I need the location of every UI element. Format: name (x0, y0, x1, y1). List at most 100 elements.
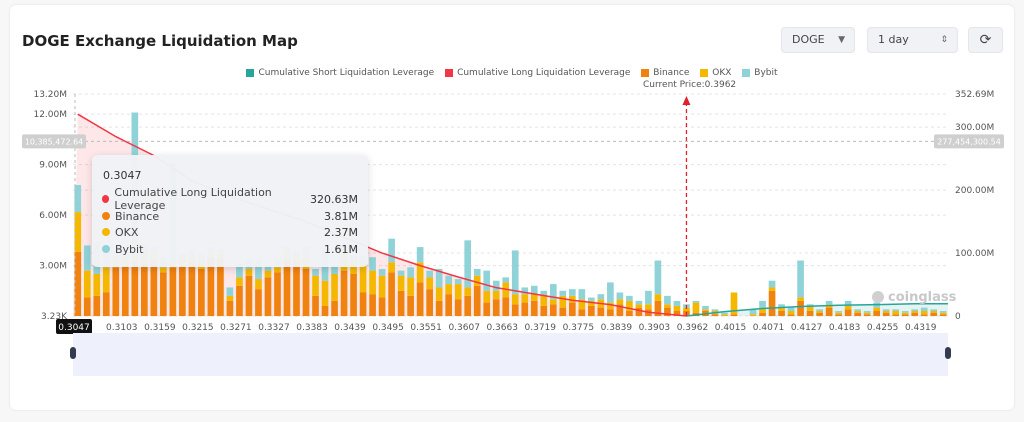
legend-bybit[interactable]: Bybit (742, 68, 778, 78)
bar-bybit (702, 305, 709, 310)
bar-okx (730, 292, 738, 315)
bar-okx (264, 270, 272, 278)
legend-binance[interactable]: Binance (641, 68, 689, 78)
coinglass-logo-icon (872, 291, 884, 303)
bar-bybit (654, 260, 662, 295)
legend-label: Binance (653, 68, 690, 78)
bar-binance (635, 307, 643, 317)
bar-bybit (664, 295, 671, 305)
bar-okx (454, 284, 462, 300)
bar-okx (416, 262, 424, 283)
x-axis-tick: 0.3327 (258, 323, 290, 333)
tooltip-row: Cumulative Long Liquidation Leverage 320.… (102, 186, 358, 212)
zoom-handle-right[interactable] (945, 347, 951, 359)
bar-binance (302, 268, 310, 317)
bar-bybit (768, 280, 776, 288)
bar-bybit (645, 290, 652, 305)
watermark: coinglass (888, 290, 957, 305)
x-axis-tick: 0.3607 (448, 323, 480, 333)
bar-bybit (331, 265, 338, 274)
bar-binance (521, 302, 529, 317)
tooltip-row: Bybit 1.61M (102, 241, 358, 257)
x-axis-tick: 0.3103 (106, 323, 138, 333)
bar-binance (759, 312, 766, 317)
bar-bybit (540, 290, 548, 296)
bar-binance (255, 289, 262, 317)
right-axis-tick: 100.00M (955, 249, 994, 259)
bar-okx (445, 284, 453, 295)
bar-bybit (721, 312, 728, 315)
x-axis-tick: 0.4015 (715, 323, 747, 333)
bar-binance (473, 285, 481, 317)
legend-label: Bybit (754, 68, 778, 78)
bar-okx (787, 311, 795, 315)
bar-bybit (711, 309, 719, 312)
bar-okx (492, 290, 500, 300)
x-axis-tick: 0.3383 (296, 323, 328, 333)
refresh-button[interactable]: ⟳ (968, 27, 1003, 53)
bar-bybit (454, 279, 462, 285)
bar-binance (768, 290, 776, 317)
up-down-chevron-icon: ⇕ (940, 35, 948, 45)
coin-select-value: DOGE (792, 33, 825, 46)
x-axis-tick: 0.4319 (905, 323, 937, 333)
bar-binance (901, 314, 909, 317)
bar-binance (426, 289, 433, 317)
bar-binance (236, 285, 243, 317)
x-axis-tick: 0.4071 (753, 323, 785, 333)
tooltip-value: 3.81M (324, 209, 358, 223)
tooltip-label: OKX (115, 225, 139, 239)
bar-binance (160, 272, 167, 317)
zoom-handle-left[interactable] (70, 347, 76, 359)
bar-binance (873, 311, 880, 317)
bar-bybit (492, 280, 500, 291)
bar-bybit (816, 309, 823, 312)
bar-binance (378, 297, 386, 317)
bar-binance (483, 302, 491, 317)
bar-okx (274, 267, 281, 273)
bar-bybit (255, 260, 262, 280)
bar-okx (626, 300, 633, 312)
bar-binance (930, 312, 938, 317)
coin-select[interactable]: DOGE ▼ (781, 27, 855, 53)
bar-bybit (759, 300, 766, 308)
bar-okx (930, 311, 938, 313)
legend-swatch (445, 69, 454, 77)
bar-binance (806, 311, 814, 317)
legend-label: Cumulative Short Liquidation Leverage (258, 68, 435, 78)
dot-icon (102, 212, 110, 220)
bar-okx (255, 279, 262, 290)
crosshair-left-label: 10,385,472.64 (25, 137, 84, 146)
range-select[interactable]: 1 day ⇕ (867, 27, 958, 53)
bar-bybit (749, 309, 757, 315)
legend-swatch (700, 69, 709, 77)
bar-binance (540, 305, 548, 317)
bar-bybit (844, 300, 852, 306)
bar-okx (473, 275, 481, 286)
bar-binance (321, 305, 329, 317)
x-axis-tick: 0.4255 (867, 323, 899, 333)
legend-short[interactable]: Cumulative Short Liquidation Leverage (246, 68, 434, 78)
tooltip-row: Binance 3.81M (102, 208, 358, 224)
bar-okx (540, 295, 548, 306)
bar-okx (863, 312, 871, 315)
bar-bybit (778, 304, 785, 308)
caret-down-icon: ▼ (838, 35, 845, 45)
bar-bybit (369, 257, 376, 271)
bar-okx (312, 275, 319, 296)
legend-long[interactable]: Cumulative Long Liquidation Leverage (445, 68, 630, 78)
bar-binance (198, 268, 205, 317)
bar-okx (911, 311, 919, 313)
legend-okx[interactable]: OKX (700, 68, 731, 78)
bar-binance (854, 312, 861, 317)
bar-binance (626, 311, 633, 317)
bar-bybit (416, 247, 424, 263)
bar-bybit (626, 295, 633, 301)
bar-bybit (226, 287, 234, 296)
bar-binance (588, 305, 595, 317)
bar-okx (939, 312, 947, 315)
tooltip-value: 1.61M (324, 242, 358, 256)
bar-bybit (502, 277, 510, 283)
bar-binance (340, 270, 348, 317)
legend: Cumulative Short Liquidation Leverage Cu… (0, 68, 1024, 80)
